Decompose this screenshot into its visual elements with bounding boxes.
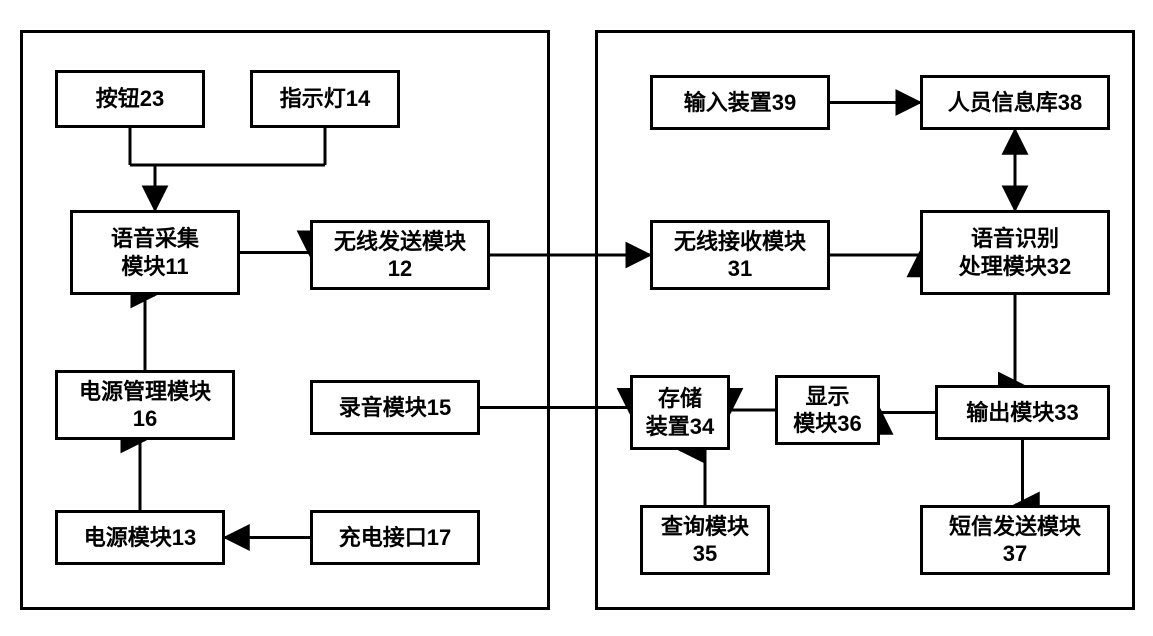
node-out33: 输出模块33 xyxy=(935,385,1110,440)
node-store34: 存储 装置34 xyxy=(630,375,730,450)
label: 无线发送模块 12 xyxy=(334,228,466,283)
label: 充电接口17 xyxy=(339,524,451,552)
node-pwrmgr16: 电源管理模块 16 xyxy=(55,370,235,440)
label: 输出模块33 xyxy=(966,399,1078,427)
node-rxwl31: 无线接收模块 31 xyxy=(650,220,830,290)
node-btn23: 按钮23 xyxy=(55,70,205,128)
label: 显示 模块36 xyxy=(793,383,861,438)
label: 电源模块13 xyxy=(84,524,196,552)
node-sms37: 短信发送模块 37 xyxy=(920,505,1110,575)
label: 查询模块 35 xyxy=(661,513,749,568)
node-txwl12: 无线发送模块 12 xyxy=(310,220,490,290)
label: 输入装置39 xyxy=(684,89,796,117)
node-asr32: 语音识别 处理模块32 xyxy=(920,210,1110,295)
node-query35: 查询模块 35 xyxy=(640,505,770,575)
node-chg17: 充电接口17 xyxy=(310,510,480,565)
node-voice11: 语音采集 模块11 xyxy=(70,210,240,295)
label: 语音采集 模块11 xyxy=(111,225,199,280)
node-led14: 指示灯14 xyxy=(250,70,400,128)
node-input39: 输入装置39 xyxy=(650,75,830,130)
label: 电源管理模块 16 xyxy=(79,378,211,433)
label: 指示灯14 xyxy=(280,85,370,113)
label: 语音识别 处理模块32 xyxy=(959,225,1071,280)
node-db38: 人员信息库38 xyxy=(920,75,1110,130)
label: 短信发送模块 37 xyxy=(949,513,1081,568)
label: 存储 装置34 xyxy=(646,385,714,440)
node-rec15: 录音模块15 xyxy=(310,380,480,435)
node-pwr13: 电源模块13 xyxy=(55,510,225,565)
node-disp36: 显示 模块36 xyxy=(775,375,880,445)
label: 人员信息库38 xyxy=(948,89,1082,117)
label: 无线接收模块 31 xyxy=(674,228,806,283)
label: 按钮23 xyxy=(96,85,164,113)
label: 录音模块15 xyxy=(339,394,451,422)
